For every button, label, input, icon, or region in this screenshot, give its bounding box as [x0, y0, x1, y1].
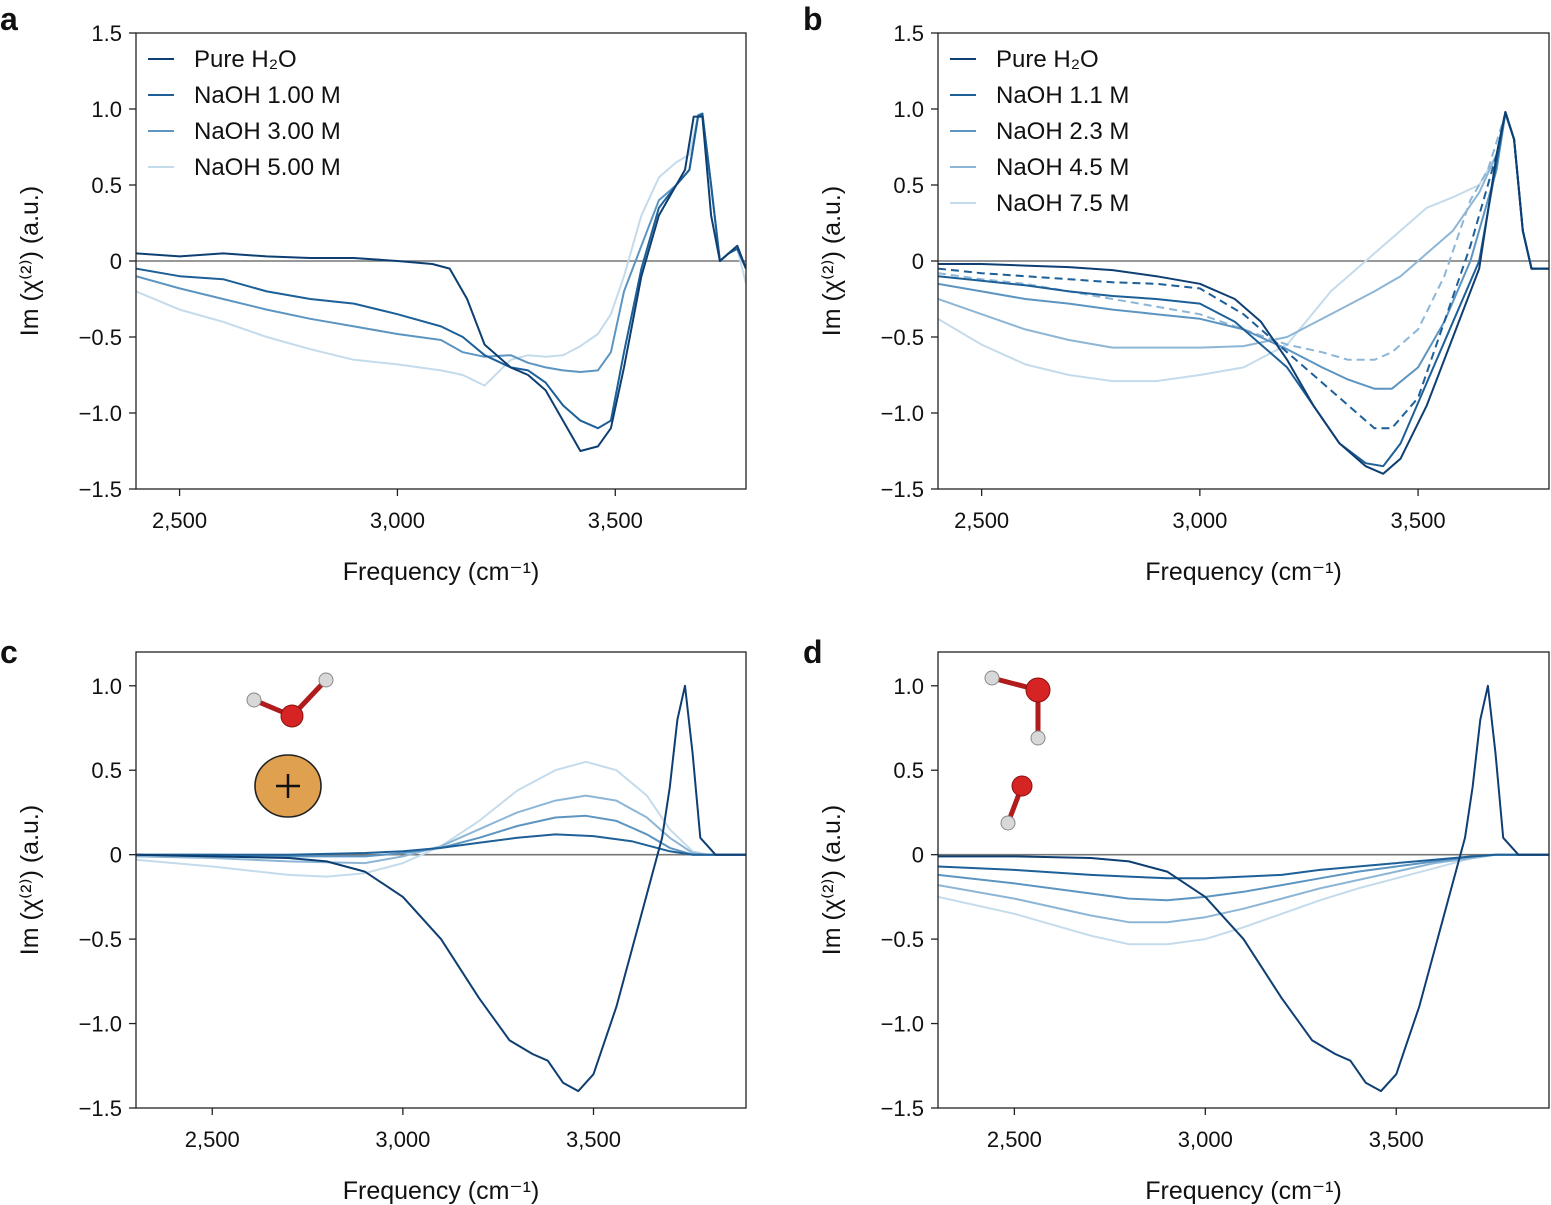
- legend-label: NaOH 2.3 M: [996, 118, 1129, 145]
- y-axis-label: Im (χ⁽²⁾) (a.u.): [818, 805, 846, 955]
- x-tick-label: 3,500: [566, 1127, 621, 1152]
- x-tick-label: 3,500: [1369, 1127, 1424, 1152]
- legend-label: NaOH 4.5 M: [996, 154, 1129, 181]
- series-line: [136, 760, 746, 878]
- legend-label: Pure H₂O: [194, 46, 297, 73]
- y-tick-label: 0.5: [91, 173, 122, 198]
- x-tick-label: 3,000: [370, 508, 425, 533]
- oxygen-atom-icon: [1011, 775, 1033, 797]
- panel-c: c 1.0 0.5 0 −0.5 −1.0 −1.5 2,500 3,000 3,500 Frequ…: [0, 634, 747, 1205]
- y-tick-label: 0: [110, 843, 122, 868]
- panel-b: b 1.5 1.0 0.5 0 −0.5 −1.0 −1.5 2,500 3,000 3,500 Fr…: [803, 1, 1550, 586]
- y-tick-label: 1.5: [91, 21, 122, 46]
- hydrogen-atom-icon: [246, 692, 262, 708]
- y-tick-label: −1.0: [881, 401, 924, 426]
- hydrogen-atom-icon: [318, 672, 334, 688]
- y-tick-label: −1.5: [881, 1096, 924, 1121]
- series-line: [938, 111, 1549, 475]
- y-tick-label: 0.5: [893, 758, 924, 783]
- legend-label: NaOH 1.1 M: [996, 82, 1129, 109]
- plot-frame: [135, 32, 747, 490]
- y-tick-label: −1.5: [79, 477, 122, 502]
- inset-illustration: [246, 672, 334, 818]
- y-tick-label: 0.5: [91, 758, 122, 783]
- x-axis-label: Frequency (cm⁻¹): [1145, 1177, 1342, 1205]
- series-line: [136, 112, 746, 430]
- y-tick-label: −0.5: [79, 325, 122, 350]
- legend-label: NaOH 7.5 M: [996, 190, 1129, 217]
- hydrogen-atom-icon: [1030, 730, 1046, 746]
- hydrogen-atom-icon: [1000, 815, 1016, 831]
- x-axis-label: Frequency (cm⁻¹): [1145, 558, 1342, 586]
- panel-d: d 1.0 0.5 0 −0.5 −1.0 −1.5 2,500 3,000 3,500 Frequ…: [803, 634, 1550, 1205]
- series-line: [938, 684, 1549, 1093]
- panel-letter: d: [803, 634, 823, 670]
- legend-label: NaOH 1.00 M: [194, 82, 341, 109]
- y-tick-label: 0: [110, 249, 122, 274]
- panel-letter: b: [803, 1, 823, 37]
- x-tick-label: 2,500: [954, 508, 1009, 533]
- x-tick-label: 2,500: [152, 508, 207, 533]
- y-axis-label: Im (χ⁽²⁾) (a.u.): [16, 186, 44, 336]
- panel-letter: c: [0, 634, 18, 670]
- y-axis-label: Im (χ⁽²⁾) (a.u.): [818, 186, 846, 336]
- hydrogen-atom-icon: [984, 670, 1000, 686]
- series-line: [136, 684, 746, 1093]
- x-axis-label: Frequency (cm⁻¹): [343, 1177, 540, 1205]
- x-tick-label: 2,500: [185, 1127, 240, 1152]
- y-tick-label: −1.5: [881, 477, 924, 502]
- y-tick-label: 0: [912, 843, 924, 868]
- y-tick-label: 1.5: [893, 21, 924, 46]
- y-tick-label: −1.0: [79, 1012, 122, 1037]
- legend: Pure H₂O NaOH 1.1 M NaOH 2.3 M NaOH 4.5 M Na…: [950, 46, 1129, 217]
- x-tick-label: 2,500: [987, 1127, 1042, 1152]
- y-tick-label: 0.5: [893, 173, 924, 198]
- legend-label: NaOH 3.00 M: [194, 118, 341, 145]
- plot-frame: [937, 32, 1550, 490]
- panel-letter: a: [0, 1, 18, 37]
- y-axis-label: Im (χ⁽²⁾) (a.u.): [16, 805, 44, 955]
- series-line: [938, 112, 1549, 361]
- series-line: [136, 112, 746, 373]
- y-tick-label: −1.0: [881, 1012, 924, 1037]
- y-tick-label: −1.5: [79, 1096, 122, 1121]
- x-tick-label: 3,000: [1172, 508, 1227, 533]
- legend-label: NaOH 5.00 M: [194, 154, 341, 181]
- x-tick-label: 3,500: [1391, 508, 1446, 533]
- y-tick-label: 1.0: [893, 674, 924, 699]
- x-tick-label: 3,500: [588, 508, 643, 533]
- y-tick-label: −0.5: [881, 325, 924, 350]
- legend-label: Pure H₂O: [996, 46, 1099, 73]
- x-axis-label: Frequency (cm⁻¹): [343, 558, 540, 586]
- y-tick-label: −0.5: [881, 927, 924, 952]
- y-tick-label: −1.0: [79, 401, 122, 426]
- panel-a: a 1.5 1.0 0.5 0 −0.5 −1.0 −1.5 2,500 3,000 3,500 Fr…: [0, 1, 747, 586]
- oxygen-atom-icon: [280, 704, 304, 728]
- series-line: [136, 833, 746, 856]
- plot-frame: [135, 651, 747, 1109]
- y-tick-label: −0.5: [79, 927, 122, 952]
- series-line: [136, 115, 746, 452]
- y-tick-label: 0: [912, 249, 924, 274]
- y-tick-label: 1.0: [893, 97, 924, 122]
- y-tick-label: 1.0: [91, 674, 122, 699]
- series-line: [938, 853, 1549, 880]
- x-tick-label: 3,000: [1178, 1127, 1233, 1152]
- x-tick-label: 3,000: [375, 1127, 430, 1152]
- series-line: [136, 814, 746, 858]
- plot-frame: [937, 651, 1550, 1109]
- legend: Pure H₂O NaOH 1.00 M NaOH 3.00 M NaOH 5.00 …: [148, 46, 341, 181]
- inset-illustration: [984, 670, 1051, 831]
- oxygen-atom-icon: [1025, 677, 1051, 703]
- y-tick-label: 1.0: [91, 97, 122, 122]
